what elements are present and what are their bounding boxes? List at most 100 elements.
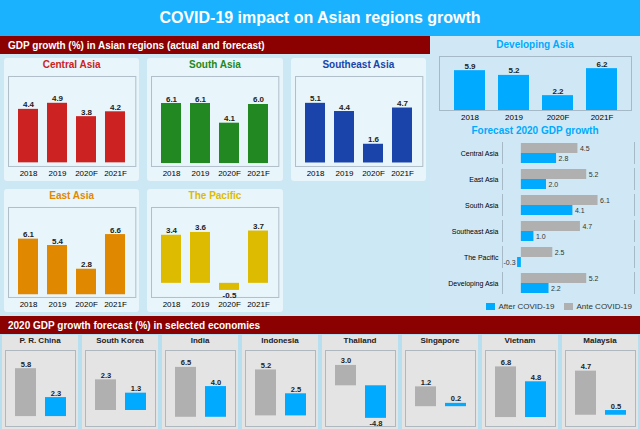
- svg-text:4.2: 4.2: [110, 103, 122, 112]
- html-text:2020 GDP growth forecast (%) i: 2020 GDP growth forecast (%) in selected…: [8, 319, 261, 331]
- svg-text:6.2: 6.2: [596, 60, 608, 69]
- svg-text:2018: 2018: [163, 300, 181, 309]
- svg-text:2018: 2018: [20, 300, 38, 309]
- svg-text:2.0: 2.0: [549, 181, 559, 188]
- svg-text:3.7: 3.7: [253, 222, 265, 231]
- svg-text:5.1: 5.1: [310, 94, 322, 103]
- svg-text:2.3: 2.3: [101, 371, 111, 380]
- svg-text:5.8: 5.8: [21, 360, 31, 369]
- html-text:GDP growth (%) in Asian region: GDP growth (%) in Asian regions (actual …: [8, 39, 265, 51]
- svg-text:South Asia: South Asia: [465, 202, 499, 209]
- svg-text:6.1: 6.1: [166, 95, 178, 104]
- svg-text:2019: 2019: [192, 169, 210, 178]
- html-text:Singapore: Singapore: [420, 336, 460, 345]
- svg-text:6.1: 6.1: [600, 197, 610, 204]
- html-text:Southeast Asia: Southeast Asia: [322, 59, 395, 70]
- svg-text:6.5: 6.5: [181, 358, 191, 367]
- svg-text:4.4: 4.4: [339, 103, 351, 112]
- html-text:After COVID-19: After COVID-19: [498, 301, 555, 311]
- svg-text:2018: 2018: [461, 113, 479, 122]
- svg-text:2020F: 2020F: [75, 169, 98, 178]
- svg-text:5.4: 5.4: [52, 237, 64, 246]
- svg-text:4.1: 4.1: [224, 114, 236, 123]
- svg-text:3.4: 3.4: [166, 226, 178, 235]
- html-text:East Asia: East Asia: [49, 190, 94, 201]
- svg-text:Central Asia: Central Asia: [461, 150, 499, 157]
- svg-text:0.5: 0.5: [611, 402, 621, 411]
- svg-text:4.7: 4.7: [581, 362, 591, 371]
- html-text:Forecast 2020 GDP growth: Forecast 2020 GDP growth: [471, 125, 599, 136]
- html-text:COVID-19 impact on Asian regio: COVID-19 impact on Asian regions growth: [159, 9, 481, 26]
- svg-text:2.8: 2.8: [559, 155, 569, 162]
- svg-text:6.1: 6.1: [195, 95, 207, 104]
- html-text:South Korea: South Korea: [96, 336, 144, 345]
- svg-text:6.8: 6.8: [501, 358, 511, 367]
- svg-text:2019: 2019: [49, 300, 67, 309]
- svg-text:3.6: 3.6: [195, 223, 207, 232]
- svg-text:2.2: 2.2: [552, 87, 564, 96]
- svg-text:4.4: 4.4: [23, 100, 35, 109]
- svg-text:The Pacific: The Pacific: [464, 254, 499, 261]
- svg-text:4.8: 4.8: [531, 373, 541, 382]
- svg-text:2021F: 2021F: [591, 113, 614, 122]
- svg-text:2021F: 2021F: [104, 300, 127, 309]
- html-text:South Asia: South Asia: [189, 59, 241, 70]
- svg-text:5.2: 5.2: [261, 361, 271, 370]
- svg-text:5.2: 5.2: [508, 66, 520, 75]
- html-text:Indonesia: Indonesia: [261, 336, 299, 345]
- svg-text:5.2: 5.2: [589, 171, 599, 178]
- svg-text:1.3: 1.3: [131, 384, 141, 393]
- svg-text:-0.5: -0.5: [223, 291, 237, 300]
- html-text:Developing Asia: Developing Asia: [496, 39, 574, 50]
- svg-text:East Asia: East Asia: [469, 176, 498, 183]
- svg-text:2021F: 2021F: [247, 169, 270, 178]
- svg-text:6.0: 6.0: [253, 95, 265, 104]
- svg-text:2.5: 2.5: [291, 385, 301, 394]
- svg-text:4.7: 4.7: [397, 99, 409, 108]
- svg-text:2020F: 2020F: [547, 113, 570, 122]
- svg-text:3.8: 3.8: [81, 108, 93, 117]
- svg-text:4.7: 4.7: [582, 223, 592, 230]
- svg-text:2020F: 2020F: [362, 169, 385, 178]
- svg-text:-0.3: -0.3: [504, 259, 516, 266]
- svg-text:6.6: 6.6: [110, 226, 122, 235]
- html-text:P. R. China: P. R. China: [19, 336, 61, 345]
- html-text:India: India: [190, 336, 210, 345]
- svg-text:4.5: 4.5: [580, 145, 590, 152]
- svg-text:1.0: 1.0: [536, 233, 546, 240]
- svg-text:2020F: 2020F: [75, 300, 98, 309]
- svg-text:4.1: 4.1: [575, 207, 585, 214]
- svg-text:4.9: 4.9: [52, 94, 64, 103]
- svg-text:Developing Asia: Developing Asia: [448, 280, 498, 288]
- svg-text:2021F: 2021F: [247, 300, 270, 309]
- svg-text:3.0: 3.0: [341, 356, 351, 365]
- svg-text:-4.8: -4.8: [370, 419, 383, 428]
- svg-text:2.8: 2.8: [81, 260, 93, 269]
- html-text:Ante COVID-19: Ante COVID-19: [576, 301, 632, 311]
- svg-text:0.2: 0.2: [451, 394, 461, 403]
- svg-text:2019: 2019: [49, 169, 67, 178]
- svg-text:2018: 2018: [306, 169, 324, 178]
- svg-text:2019: 2019: [505, 113, 523, 122]
- svg-text:2019: 2019: [192, 300, 210, 309]
- svg-text:4.0: 4.0: [211, 378, 221, 387]
- html-text:Thailand: Thailand: [343, 336, 377, 345]
- svg-text:2018: 2018: [163, 169, 181, 178]
- svg-text:2.5: 2.5: [555, 249, 565, 256]
- svg-text:1.2: 1.2: [421, 378, 431, 387]
- svg-text:2020F: 2020F: [219, 300, 242, 309]
- svg-text:2018: 2018: [20, 169, 38, 178]
- svg-text:6.1: 6.1: [23, 230, 35, 239]
- svg-text:2019: 2019: [335, 169, 353, 178]
- svg-text:2.3: 2.3: [51, 389, 61, 398]
- svg-text:1.6: 1.6: [368, 135, 380, 144]
- svg-text:2.2: 2.2: [551, 285, 561, 292]
- svg-text:Southeast Asia: Southeast Asia: [452, 228, 499, 235]
- html-text:Central Asia: Central Asia: [42, 59, 101, 70]
- svg-text:2021F: 2021F: [104, 169, 127, 178]
- svg-text:2021F: 2021F: [391, 169, 414, 178]
- svg-text:2020F: 2020F: [219, 169, 242, 178]
- html-text:The Pacific: The Pacific: [188, 190, 242, 201]
- svg-text:5.2: 5.2: [589, 275, 599, 282]
- svg-text:5.9: 5.9: [464, 62, 476, 71]
